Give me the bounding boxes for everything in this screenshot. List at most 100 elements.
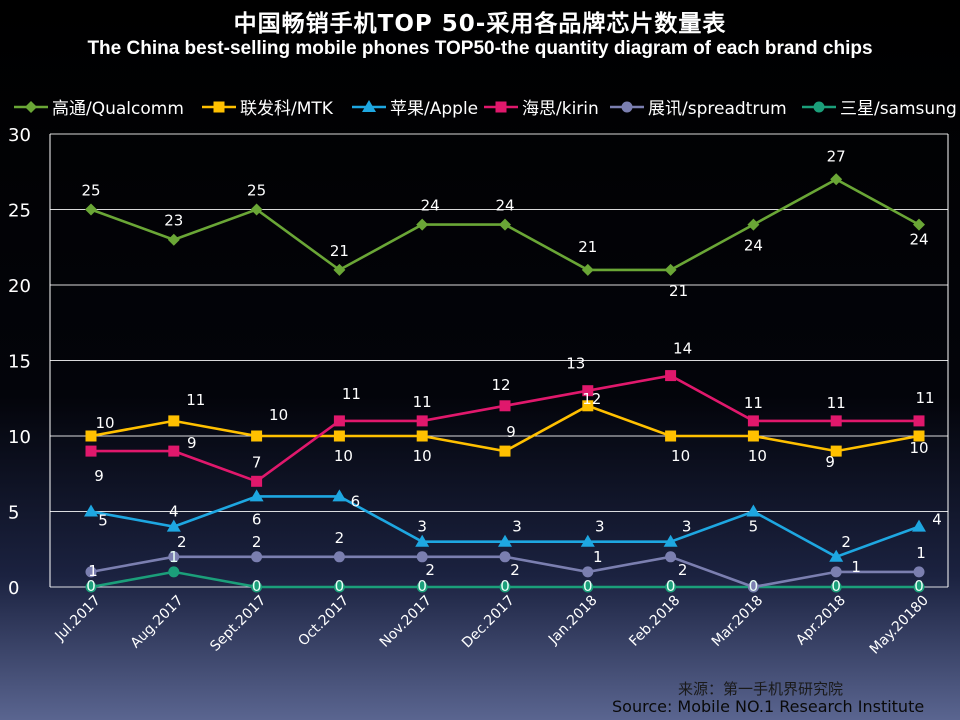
chart-title: 中国畅销手机TOP 50-采用各品牌芯片数量表 bbox=[233, 11, 727, 37]
data-label: 4 bbox=[932, 511, 942, 529]
series-line bbox=[90, 404, 920, 453]
data-point bbox=[665, 370, 677, 382]
data-point bbox=[416, 415, 428, 427]
data-point bbox=[84, 504, 98, 517]
data-label: 0 bbox=[86, 577, 96, 595]
y-tick-label: 20 bbox=[8, 276, 31, 297]
data-label: 1 bbox=[169, 548, 179, 566]
legend-marker bbox=[813, 101, 825, 113]
x-tick-label: Nov.2017 bbox=[377, 593, 435, 651]
data-point bbox=[582, 400, 594, 412]
data-label: 0 bbox=[666, 577, 676, 595]
data-point bbox=[416, 551, 428, 563]
data-label: 2 bbox=[177, 533, 187, 551]
data-point bbox=[581, 263, 594, 276]
series-line bbox=[90, 495, 920, 559]
series-3 bbox=[85, 370, 925, 487]
data-label: 1 bbox=[916, 544, 926, 562]
data-label: 24 bbox=[421, 197, 440, 215]
data-label: 10 bbox=[909, 439, 928, 457]
data-label: 2 bbox=[252, 533, 262, 551]
x-tick-label: Dec.2017 bbox=[459, 593, 518, 652]
x-tick-label: Aug.2017 bbox=[128, 593, 187, 652]
data-point bbox=[830, 415, 842, 427]
data-label: 0 bbox=[252, 577, 262, 595]
data-point bbox=[830, 173, 843, 186]
data-label: 12 bbox=[582, 390, 601, 408]
data-label: 24 bbox=[495, 197, 514, 215]
data-point bbox=[333, 430, 345, 442]
y-tick-label: 10 bbox=[8, 427, 31, 448]
data-point bbox=[913, 566, 925, 578]
data-point bbox=[498, 534, 512, 547]
data-point bbox=[582, 385, 594, 397]
data-point bbox=[913, 415, 925, 427]
legend-item-5: 三星/samsung bbox=[802, 99, 957, 119]
source-english: Source: Mobile NO.1 Research Institute bbox=[612, 697, 925, 716]
data-label: 11 bbox=[342, 385, 361, 403]
legend-marker bbox=[25, 101, 37, 113]
legend-label: 联发科/MTK bbox=[240, 99, 334, 119]
data-label: 9 bbox=[825, 453, 835, 471]
data-label: 10 bbox=[269, 406, 288, 424]
x-tick-label: Jul.2017 bbox=[52, 593, 104, 645]
data-label: 21 bbox=[330, 242, 349, 260]
data-point bbox=[829, 549, 844, 562]
data-point bbox=[580, 534, 595, 547]
data-point bbox=[85, 581, 97, 593]
data-label: 9 bbox=[187, 434, 197, 452]
data-label: 24 bbox=[909, 231, 928, 249]
data-label: 2 bbox=[335, 529, 345, 547]
x-tick-label: Oct.2017 bbox=[295, 593, 352, 650]
legend-marker bbox=[495, 101, 507, 113]
data-point bbox=[665, 551, 677, 563]
series-1 bbox=[85, 400, 925, 457]
data-point bbox=[582, 566, 594, 578]
legend-item-2: 苹果/Apple bbox=[352, 99, 478, 119]
y-tick-label: 0 bbox=[8, 578, 19, 599]
y-tick-label: 25 bbox=[8, 201, 31, 222]
data-label: 1 bbox=[88, 562, 98, 580]
data-label: 14 bbox=[673, 340, 692, 358]
data-label: 25 bbox=[247, 182, 266, 200]
data-label: 12 bbox=[491, 376, 510, 394]
data-point bbox=[499, 551, 511, 563]
legend-item-0: 高通/Qualcomm bbox=[14, 99, 184, 119]
data-label: 10 bbox=[334, 447, 353, 465]
data-label: 3 bbox=[417, 518, 427, 536]
data-point bbox=[913, 581, 925, 593]
x-tick-label: Feb.2018 bbox=[626, 593, 683, 650]
legend-marker bbox=[362, 100, 376, 112]
legend-item-4: 展讯/spreadtrum bbox=[610, 99, 787, 119]
data-point bbox=[499, 400, 511, 412]
data-point bbox=[665, 430, 677, 442]
data-point bbox=[85, 203, 97, 216]
x-tick-label: Apr.2018 bbox=[793, 593, 849, 649]
data-point bbox=[332, 489, 347, 502]
data-point bbox=[251, 551, 263, 563]
data-point bbox=[830, 445, 842, 457]
legend-label: 苹果/Apple bbox=[390, 99, 478, 119]
data-label: 0 bbox=[500, 577, 510, 595]
data-point bbox=[913, 430, 925, 442]
data-label: 13 bbox=[566, 355, 585, 373]
data-label: 7 bbox=[252, 453, 262, 471]
data-point bbox=[250, 203, 263, 216]
data-point bbox=[251, 475, 263, 487]
legend-label: 展讯/spreadtrum bbox=[648, 99, 787, 119]
data-point bbox=[85, 445, 97, 457]
data-label: 21 bbox=[669, 282, 688, 300]
data-label: 2 bbox=[841, 533, 851, 551]
x-tick-label: May.20180 bbox=[867, 593, 932, 658]
data-point bbox=[582, 581, 594, 593]
data-label: 9 bbox=[94, 467, 104, 485]
data-label: 10 bbox=[95, 414, 114, 432]
data-label: 0 bbox=[831, 577, 841, 595]
data-label: 6 bbox=[252, 510, 262, 528]
data-point bbox=[665, 581, 677, 593]
data-label: 21 bbox=[578, 238, 597, 256]
data-point bbox=[499, 218, 511, 231]
data-point bbox=[912, 519, 926, 532]
series-4 bbox=[85, 551, 925, 593]
